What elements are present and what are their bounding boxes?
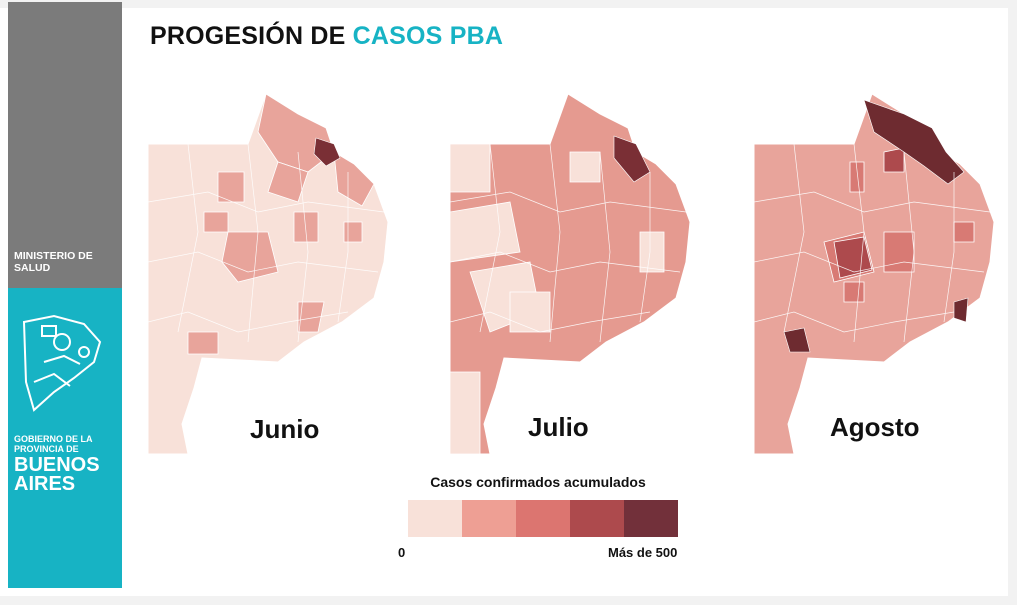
province-emblem-icon xyxy=(22,314,102,412)
sidebar-teal-panel xyxy=(8,288,122,588)
legend-swatch-2 xyxy=(462,500,516,537)
legend-min-label: 0 xyxy=(398,545,406,560)
government-label: GOBIERNO DE LA PROVINCIA DE xyxy=(14,434,93,454)
ba-line-1: BUENOS xyxy=(14,454,100,476)
title-accent: CASOS PBA xyxy=(352,22,504,50)
gov-line-2: PROVINCIA DE xyxy=(14,444,79,454)
buenos-aires-label: BUENOS AIRES xyxy=(14,454,100,495)
sidebar-gray-panel xyxy=(8,2,122,288)
legend-color-scale xyxy=(408,500,678,537)
legend-max-label: Más de 500 xyxy=(608,545,678,560)
title-main: PROGESIÓN DE xyxy=(150,22,353,50)
map-agosto xyxy=(754,93,995,455)
map-label-julio: Julio xyxy=(528,412,589,442)
legend-swatch-4 xyxy=(570,500,624,537)
legend-swatch-3 xyxy=(516,500,570,537)
ba-line-2: AIRES xyxy=(14,473,76,495)
gov-line-1: GOBIERNO DE LA xyxy=(14,434,93,444)
map-julio xyxy=(450,93,691,455)
legend-swatch-5 xyxy=(624,500,678,537)
page-title: PROGESIÓN DE CASOS PBA xyxy=(150,22,503,51)
map-label-agosto: Agosto xyxy=(830,412,920,442)
ministry-label: MINISTERIO DE SALUD xyxy=(14,250,93,274)
map-junio xyxy=(148,93,389,455)
province-outline xyxy=(754,93,995,455)
map-label-junio: Junio xyxy=(250,414,320,444)
province-outline xyxy=(450,93,691,455)
legend-swatch-1 xyxy=(408,500,462,537)
legend-title: Casos confirmados acumulados xyxy=(430,474,646,490)
